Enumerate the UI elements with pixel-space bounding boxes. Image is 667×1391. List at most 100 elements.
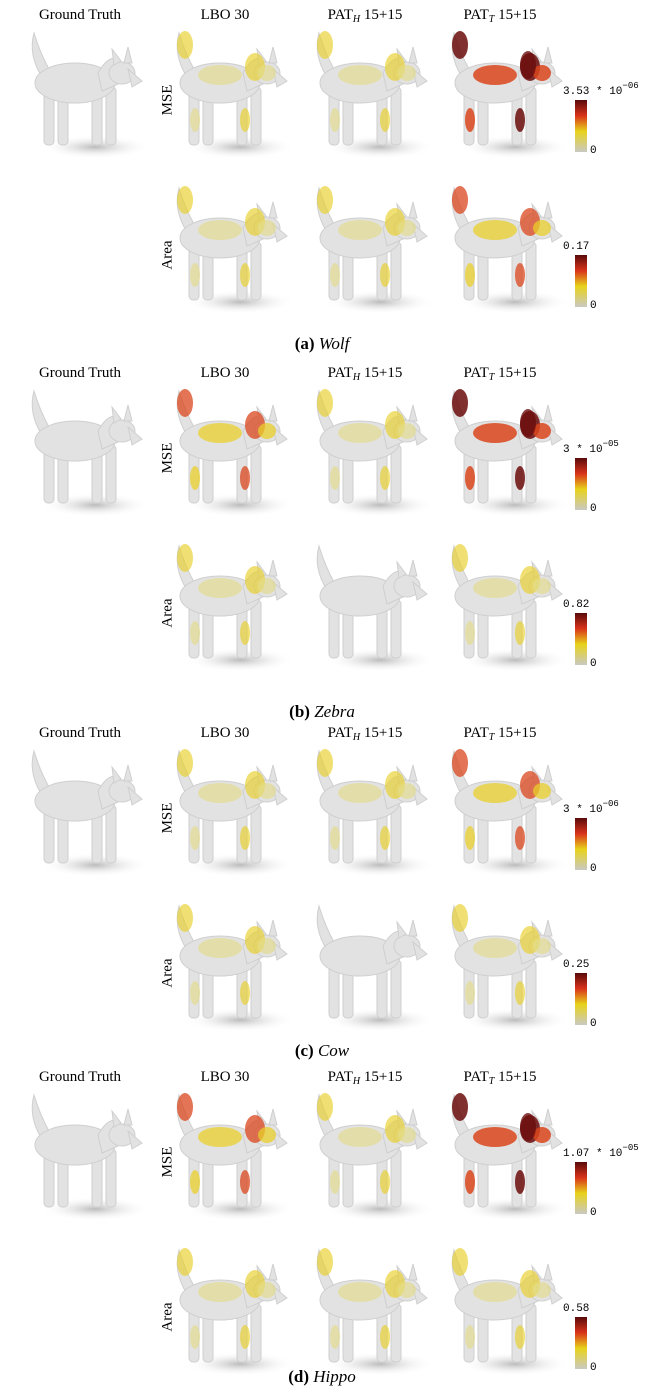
tail bbox=[31, 1093, 51, 1140]
error-blotch bbox=[240, 981, 250, 1005]
caption-name: Hippo bbox=[312, 1367, 356, 1386]
colorbar bbox=[575, 818, 587, 870]
snout bbox=[272, 785, 288, 806]
leg bbox=[390, 599, 402, 659]
leg bbox=[250, 959, 262, 1019]
animal-render bbox=[316, 904, 435, 1032]
colorbar-exponent: −05 bbox=[622, 1143, 638, 1153]
error-blotch bbox=[533, 578, 551, 594]
ear bbox=[268, 764, 278, 782]
animal-render bbox=[451, 1093, 570, 1221]
row-label: MSE bbox=[159, 1147, 175, 1178]
header-subscript: H bbox=[352, 372, 361, 383]
colorbar-exponent: −05 bbox=[603, 439, 619, 449]
error-blotch bbox=[240, 466, 250, 490]
colorbar-min: 0 bbox=[590, 503, 597, 515]
error-blotch bbox=[240, 108, 250, 132]
header-suffix: 15+15 bbox=[360, 725, 402, 741]
snout bbox=[272, 1129, 288, 1150]
error-blotch bbox=[520, 51, 536, 79]
error-blotch bbox=[533, 423, 551, 439]
error-blotch bbox=[398, 423, 416, 439]
ear bbox=[268, 919, 278, 937]
error-blotch bbox=[465, 263, 475, 287]
ear bbox=[268, 46, 278, 64]
ear bbox=[543, 559, 553, 577]
error-blotch bbox=[240, 621, 250, 645]
error-blotch bbox=[465, 1170, 475, 1194]
colorbar-min: 0 bbox=[590, 658, 597, 670]
colorbar bbox=[575, 458, 587, 510]
snout bbox=[412, 67, 428, 88]
error-blotch bbox=[398, 783, 416, 799]
leg bbox=[525, 959, 537, 1019]
error-blotch bbox=[198, 65, 242, 85]
error-blotch bbox=[190, 1170, 200, 1194]
error-blotch bbox=[177, 904, 193, 932]
snout bbox=[272, 222, 288, 243]
colorbar-min: 0 bbox=[590, 145, 597, 157]
error-blotch bbox=[258, 423, 276, 439]
error-blotch bbox=[465, 108, 475, 132]
column-header: Ground Truth bbox=[39, 7, 122, 23]
colorbar-max-text: 1.07 * 10 bbox=[563, 1148, 622, 1160]
leg bbox=[390, 1303, 402, 1363]
snout bbox=[412, 222, 428, 243]
row-label: MSE bbox=[159, 85, 175, 116]
error-blotch bbox=[515, 466, 525, 490]
column-header: PATT 15+15 bbox=[463, 7, 536, 25]
tail bbox=[316, 544, 336, 591]
colorbar-max-text: 0.25 bbox=[563, 959, 589, 971]
header-subscript: T bbox=[489, 372, 496, 383]
error-blotch bbox=[452, 749, 468, 777]
error-blotch bbox=[380, 1170, 390, 1194]
column-header: PATH 15+15 bbox=[328, 7, 403, 25]
error-blotch bbox=[515, 1170, 525, 1194]
error-blotch bbox=[198, 578, 242, 598]
error-blotch bbox=[452, 1093, 468, 1121]
ear bbox=[111, 405, 122, 424]
ear bbox=[268, 559, 278, 577]
ear bbox=[111, 47, 122, 66]
snout bbox=[547, 785, 563, 806]
colorbar-max: 3 * 10−06 bbox=[563, 799, 619, 816]
leg bbox=[525, 241, 537, 301]
header-text: LBO 30 bbox=[201, 7, 250, 23]
colorbar-exponent: −06 bbox=[603, 799, 619, 809]
error-blotch bbox=[465, 1325, 475, 1349]
leg bbox=[525, 1148, 537, 1208]
leg bbox=[390, 1148, 402, 1208]
snout bbox=[412, 580, 428, 601]
error-blotch bbox=[398, 220, 416, 236]
ear bbox=[123, 764, 133, 782]
leg bbox=[250, 241, 262, 301]
error-blotch bbox=[330, 826, 340, 850]
header-text: LBO 30 bbox=[201, 1069, 250, 1085]
colorbar-max-text: 0.82 bbox=[563, 599, 589, 611]
colorbar bbox=[575, 973, 587, 1025]
row-label: Area bbox=[159, 598, 175, 627]
error-blotch bbox=[190, 621, 200, 645]
snout bbox=[127, 785, 143, 806]
animal-render bbox=[176, 544, 295, 672]
error-blotch bbox=[258, 783, 276, 799]
error-blotch bbox=[473, 1127, 517, 1147]
error-blotch bbox=[533, 65, 551, 81]
row-label: Area bbox=[159, 240, 175, 269]
animal-render bbox=[176, 749, 295, 877]
animal-render bbox=[316, 389, 435, 517]
header-text: PAT bbox=[463, 1069, 488, 1085]
error-blotch bbox=[240, 263, 250, 287]
column-header: LBO 30 bbox=[201, 725, 250, 741]
header-suffix: 15+15 bbox=[360, 1069, 402, 1085]
error-blotch bbox=[380, 1325, 390, 1349]
error-blotch bbox=[515, 1325, 525, 1349]
ear bbox=[543, 46, 553, 64]
animal-render bbox=[451, 31, 570, 159]
leg bbox=[525, 1303, 537, 1363]
snout bbox=[547, 222, 563, 243]
ear bbox=[543, 404, 553, 422]
error-blotch bbox=[317, 1248, 333, 1276]
error-blotch bbox=[465, 466, 475, 490]
ear bbox=[543, 764, 553, 782]
